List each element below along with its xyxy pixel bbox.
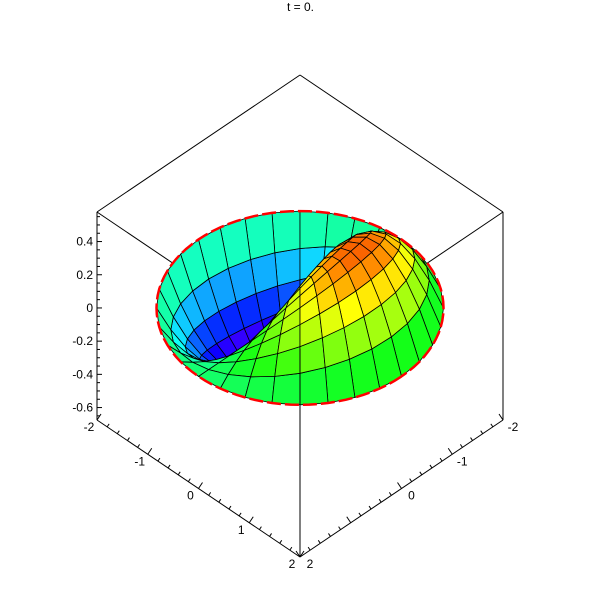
surface-patch (299, 210, 329, 249)
y-tick-label: -2 (508, 420, 519, 434)
y-tick-mark (419, 471, 423, 476)
z-tick-label: -0.2 (72, 334, 93, 348)
surface-patch (271, 372, 301, 406)
box-edge (96, 74, 301, 213)
x-tick-label: 2 (289, 557, 296, 571)
y-tick-mark (388, 492, 392, 496)
surface-boundary-curve (155, 209, 445, 407)
x-tick-label: 1 (238, 523, 245, 537)
y-tick-mark (480, 430, 484, 434)
x-tick-label: -2 (84, 420, 95, 434)
y-tick-mark (378, 498, 382, 503)
y-tick-label: 0 (408, 489, 415, 503)
x-tick-mark (279, 540, 283, 544)
x-tick-mark (127, 437, 130, 441)
surface-patch (332, 271, 357, 304)
y-tick-label: -1 (457, 454, 468, 468)
x-tick-mark (208, 492, 212, 496)
y-tick-mark (409, 478, 413, 482)
x-tick-mark (177, 471, 181, 476)
surface-patch (274, 248, 301, 287)
y-tick-mark (447, 447, 453, 455)
x-tick-mark (248, 516, 254, 524)
x-tick-mark (187, 478, 191, 482)
x-tick-mark (218, 498, 222, 503)
x-tick-label: 0 (187, 489, 194, 503)
y-tick-mark (317, 540, 321, 544)
surface-patch (271, 210, 301, 254)
z-tick-label: 0.2 (76, 268, 93, 282)
x-tick-mark (147, 447, 153, 455)
y-tick-mark (490, 423, 494, 428)
x-tick-mark (106, 423, 110, 428)
x-tick-mark (137, 444, 141, 448)
surface-patch (299, 367, 329, 406)
y-tick-mark (346, 516, 352, 524)
z-tick-label: -0.6 (72, 401, 93, 415)
x-tick-mark (258, 526, 262, 530)
y-tick-mark (459, 444, 463, 448)
x-tick-label: -1 (134, 454, 145, 468)
y-tick-mark (358, 512, 362, 517)
x-tick-mark (289, 546, 293, 551)
y-tick-mark (328, 533, 331, 537)
y-tick-mark (307, 546, 311, 551)
box-edge (299, 74, 504, 213)
x-tick-mark (198, 482, 203, 489)
y-tick-mark (470, 437, 473, 441)
y-tick-mark (368, 505, 372, 510)
x-tick-mark (238, 512, 242, 517)
z-tick-label: -0.4 (72, 367, 93, 381)
y-tick-mark (397, 482, 402, 489)
z-tick-label: 0 (86, 301, 93, 315)
y-tick-mark (338, 526, 342, 530)
y-tick-mark (295, 550, 301, 558)
z-tick-label: 0.4 (76, 235, 93, 249)
x-tick-mark (228, 505, 232, 510)
x-tick-mark (116, 430, 120, 434)
x-tick-mark (167, 464, 171, 469)
y-tick-label: 2 (307, 557, 314, 571)
x-tick-mark (157, 457, 161, 462)
x-tick-mark (96, 413, 102, 421)
plot-title: t = 0. (286, 0, 315, 14)
y-tick-mark (429, 464, 433, 469)
x-tick-mark (299, 550, 305, 558)
y-tick-mark (498, 413, 504, 421)
x-tick-mark (269, 533, 272, 537)
y-tick-mark (439, 457, 443, 462)
